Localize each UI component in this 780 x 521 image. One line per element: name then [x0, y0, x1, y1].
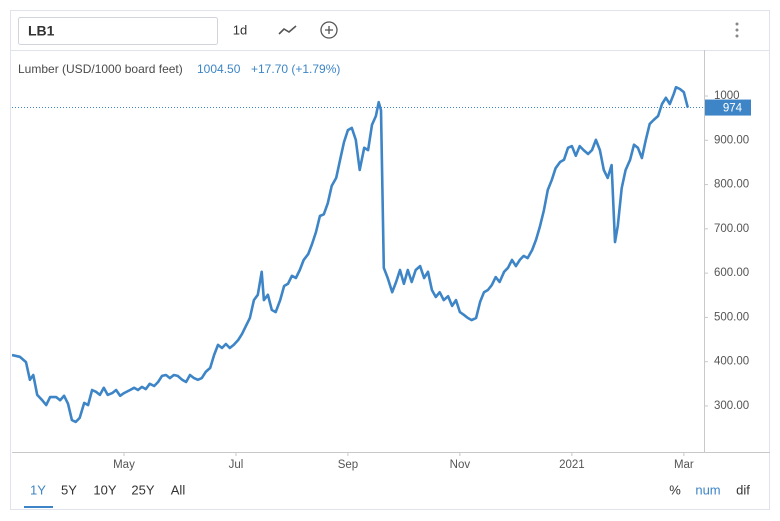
- range-button[interactable]: 1Y: [30, 482, 46, 497]
- symbol: LB1: [28, 23, 55, 39]
- last-value-badge: [705, 99, 751, 116]
- scale-mode-button[interactable]: num: [695, 482, 720, 497]
- y-tick-label: 800.00: [714, 179, 749, 191]
- compare-icon[interactable]: [320, 21, 338, 39]
- x-tick-label: Jul: [229, 459, 244, 471]
- y-tick-label: 700.00: [714, 223, 749, 235]
- last-value-label: 974: [723, 103, 743, 115]
- plot-area: [12, 85, 690, 424]
- chart-style-icon[interactable]: [278, 25, 297, 35]
- interval-button[interactable]: 1d: [233, 22, 247, 37]
- x-tick-label: 2021: [559, 459, 585, 471]
- x-tick-label: Mar: [674, 459, 694, 471]
- scale-mode-button[interactable]: dif: [736, 482, 750, 497]
- legend-title: Lumber (USD/1000 board feet): [18, 62, 183, 76]
- y-tick-label: 900.00: [714, 134, 749, 146]
- y-tick-label: 1000: [714, 90, 740, 102]
- range-button[interactable]: 10Y: [93, 482, 116, 497]
- compare-plus: [325, 26, 333, 34]
- range-button[interactable]: All: [171, 482, 186, 497]
- scale-mode-button[interactable]: %: [669, 482, 681, 497]
- y-tick-label: 500.00: [714, 311, 749, 323]
- y-tick-label: 600.00: [714, 267, 749, 279]
- y-tick-label: 300.00: [714, 400, 749, 412]
- range-button[interactable]: 5Y: [61, 482, 77, 497]
- menu-icon[interactable]: [735, 22, 739, 38]
- x-tick-label: Nov: [450, 459, 471, 471]
- y-tick-label: 400.00: [714, 356, 749, 368]
- legend-value: 1004.50: [197, 62, 241, 76]
- symbol-input[interactable]: [18, 17, 218, 45]
- legend-change: +17.70 (+1.79%): [251, 62, 340, 76]
- widget-frame: [10, 10, 770, 510]
- x-tick-label: May: [113, 459, 135, 471]
- x-tick-label: Sep: [338, 459, 358, 471]
- range-button[interactable]: 25Y: [131, 482, 154, 497]
- bottom-bar: 1Y 5Y 10Y 25Y All% num dif: [24, 482, 750, 508]
- price-line: [12, 85, 690, 424]
